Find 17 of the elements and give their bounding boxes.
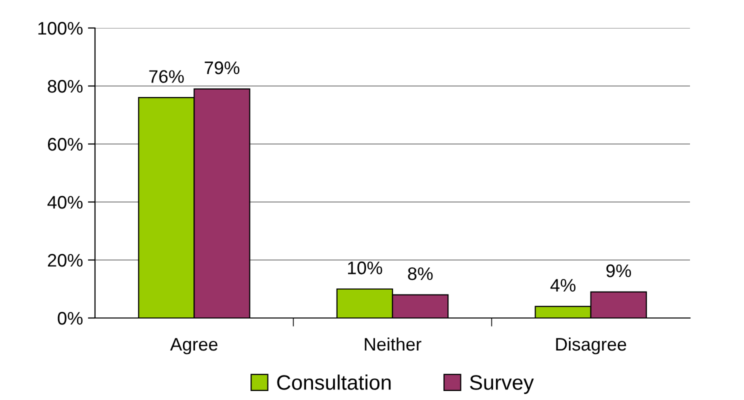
legend-label: Survey	[470, 375, 534, 394]
data-label: 79%	[204, 61, 240, 74]
x-tick-label: Disagree	[556, 337, 626, 354]
data-label: 9%	[606, 264, 632, 278]
y-tick-label: 20%	[48, 254, 83, 267]
x-tick-label: Neither	[364, 337, 422, 351]
data-label: 76%	[149, 70, 184, 83]
x-tick-label: Agree	[170, 338, 218, 354]
y-tick-label: 100%	[38, 22, 83, 35]
data-label: 10%	[348, 262, 382, 274]
y-tick-label: 0%	[58, 312, 83, 325]
y-tick-label: 40%	[47, 196, 83, 209]
y-tick-label: 60%	[48, 138, 83, 151]
legend-label: Consultation	[277, 374, 391, 390]
data-label: 4%	[550, 279, 576, 292]
data-label: 8%	[408, 267, 433, 280]
y-tick-label: 80%	[48, 80, 83, 93]
